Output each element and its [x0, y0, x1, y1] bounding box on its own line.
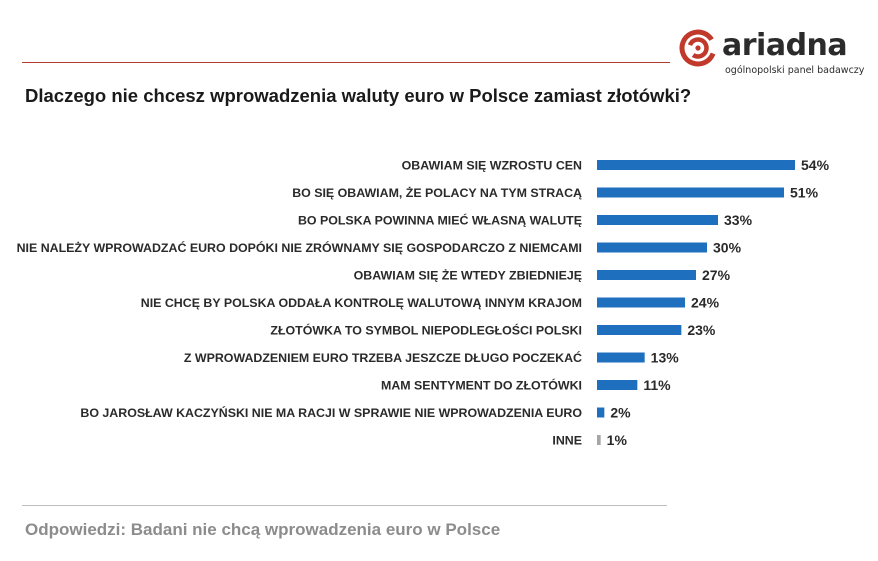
value-label: 33% [724, 212, 753, 228]
category-label: OBAWIAM SIĘ WZROSTU CEN [402, 159, 582, 173]
value-label: 24% [691, 295, 720, 311]
bar [597, 325, 682, 335]
value-label: 30% [713, 240, 742, 256]
bar [597, 380, 638, 390]
bar [597, 187, 784, 198]
value-label: 27% [702, 267, 731, 283]
footer-rule [22, 505, 667, 506]
header-rule [22, 62, 670, 63]
footnote: Odpowiedzi: Badani nie chcą wprowadzenia… [25, 520, 501, 539]
value-label: 54% [801, 157, 830, 173]
bar [597, 215, 718, 225]
category-label: BO JAROSŁAW KACZYŃSKI NIE MA RACJI W SPR… [80, 405, 582, 420]
bar [597, 160, 795, 170]
bar-chart: OBAWIAM SIĘ WZROSTU CEN 54% BO SIĘ OBAWIAM… [17, 157, 830, 448]
brand-name: ariadna [722, 28, 848, 63]
chart-title: Dlaczego nie chcesz wprowadzenia waluty … [25, 85, 692, 106]
category-label: ZŁOTÓWKA TO SYMBOL NIEPODLEGŁOŚCI POLSKI [270, 323, 582, 338]
category-label: Z WPROWADZENIEM EURO TRZEBA JESZCZE DŁUG… [184, 350, 582, 365]
value-label: 2% [610, 405, 631, 421]
category-label: MAM SENTYMENT DO ZŁOTÓWKI [381, 378, 582, 393]
bar [597, 407, 605, 418]
value-label: 51% [790, 185, 819, 201]
bar [597, 435, 601, 445]
category-label: BO SIĘ OBAWIAM, ŻE POLACY NA TYM STRACĄ [292, 185, 582, 200]
value-label: 11% [643, 377, 671, 393]
bar [597, 352, 645, 363]
spiral-logo-icon [679, 29, 717, 67]
value-label: 13% [651, 350, 680, 366]
category-label: INNE [552, 434, 582, 448]
category-label: NIE NALEŻY WPROWADZAĆ EURO DOPÓKI NIE ZR… [17, 240, 582, 255]
bar [597, 242, 707, 253]
bar [597, 270, 696, 280]
brand-tagline: ogólnopolski panel badawczy [725, 65, 865, 76]
value-label: 1% [607, 432, 628, 448]
value-label: 23% [687, 322, 716, 338]
brand-logo: ariadna ogólnopolski panel badawczy [676, 26, 872, 80]
bar [597, 297, 685, 308]
category-label: BO POLSKA POWINNA MIEĆ WŁASNĄ WALUTĘ [298, 213, 582, 228]
category-label: NIE CHCĘ BY POLSKA ODDAŁA KONTROLĘ WALUT… [141, 296, 582, 310]
category-label: OBAWIAM SIĘ ŻE WTEDY ZBIEDNIEJĘ [354, 268, 582, 283]
